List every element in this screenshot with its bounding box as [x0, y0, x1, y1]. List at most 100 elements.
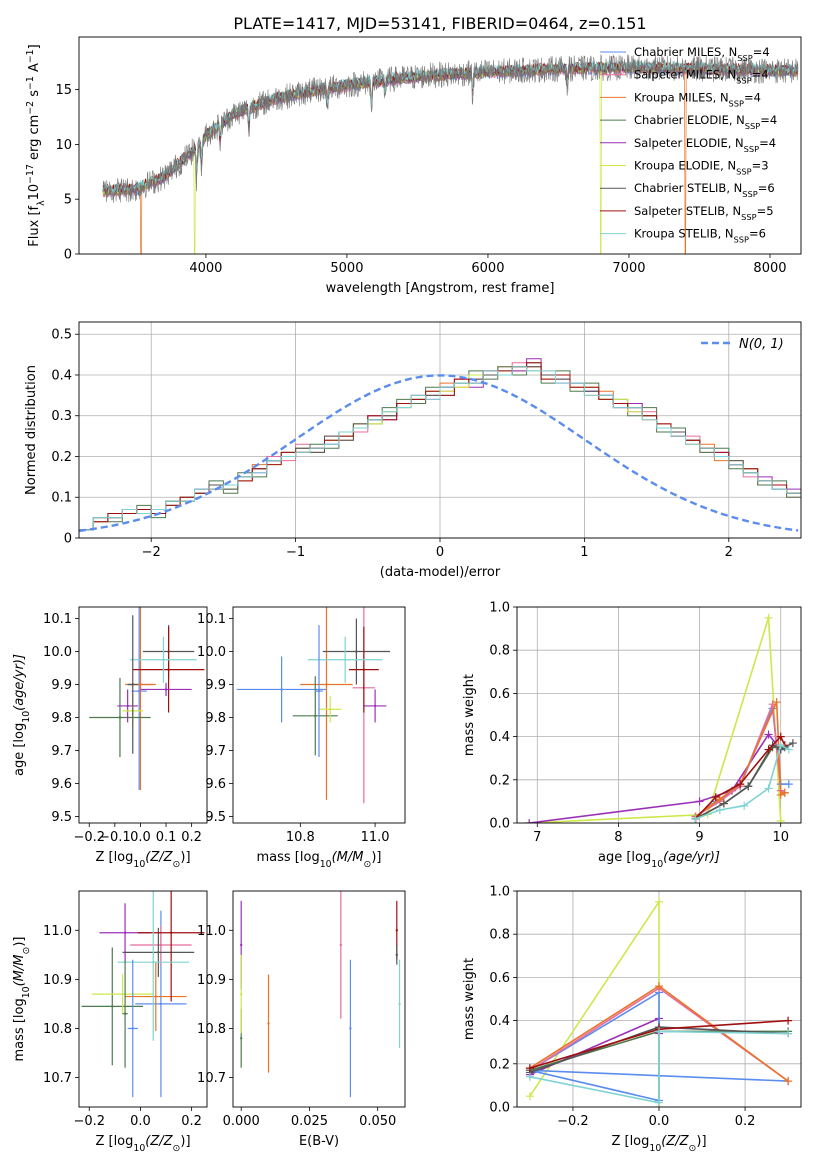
spectrum-xtick-label: 6000 [471, 261, 504, 276]
marker-kroupa_miles [655, 982, 663, 991]
point-chabrier_elodie [123, 1012, 127, 1015]
age_vs_mass-axes: 10.8 11.0 9.5 9.6 9.7 9.8 9.9 10.0 10.1 mass [log… [197, 606, 406, 870]
spectrum-plot-area [102, 53, 799, 254]
point-salpeter_stelib [395, 929, 399, 932]
mass_weight_vs_age-xtick-label: 10 [772, 830, 789, 845]
mass_weight_vs_age-xtick-label: 7 [533, 830, 541, 845]
point-chabrier_miles [349, 1027, 352, 1030]
marker-chabrier_stelib [744, 782, 753, 791]
residuals-frame [78, 321, 802, 539]
point-kroupa_miles [267, 1022, 270, 1025]
spectrum-xtick-label: 4000 [189, 261, 222, 276]
legend-label-kroupa_stelib: Kroupa STELIB, NSSP=6 [634, 227, 766, 245]
point-salpeter_stelib [169, 931, 173, 934]
residuals-xtick-label: 1 [580, 545, 588, 560]
marker-kroupa_elodie [776, 816, 785, 823]
age_vs_mass-xtick-label: 10.8 [286, 830, 315, 845]
mass_weight_vs_Z-ytick-label: 0.2 [489, 1057, 510, 1072]
spectrum-axes: 4000 5000 6000 7000 8000 0 5 10 15 Chabrier MILES… [25, 36, 802, 296]
age_vs_Z-frame [78, 606, 208, 824]
residuals-axes: −2 −1 0 1 2 0 0.1 0.2 0.3 0.4 0.5 N(0, 1) (data-mode… [24, 321, 802, 580]
point-chabrier_elodie [111, 1005, 114, 1008]
marker-kroupa_stelib [691, 814, 700, 823]
mass_weight_vs_Z-xtick-label: −0.2 [557, 1114, 589, 1129]
mass_weight_vs_age-xtick-label: 9 [695, 830, 703, 845]
mass_weight_vs_Z-ylabel: mass weight [462, 958, 477, 1040]
mass_vs_Z-xtick-label: 0.2 [181, 1114, 202, 1129]
series-line-salpeter_miles [695, 703, 786, 818]
point-kroupa_elodie [329, 708, 332, 711]
residuals-xtick-label: −2 [142, 545, 161, 560]
mass_weight_vs_age-ytick-label: 0.0 [489, 817, 510, 832]
marker-kroupa_elodie [655, 897, 663, 906]
spectrum-ytick-label: 5 [64, 193, 72, 208]
series-line-kroupa_miles [695, 701, 786, 818]
age_vs_Z-xlabel: Z [log10(Z/Z⊙)] [95, 850, 190, 870]
marker-salpeter_stelib [736, 780, 745, 789]
legend-label-chabrier_stelib: Chabrier STELIB, NSSP=6 [634, 181, 775, 199]
mass_vs_Z-frame [78, 890, 208, 1108]
age_vs_Z-xtick-label: 0.2 [181, 830, 202, 845]
mass_weight_vs_Z-ytick-label: 0.4 [489, 1014, 510, 1029]
marker-salpeter_stelib [784, 1016, 793, 1025]
marker-kroupa_stelib [776, 741, 785, 750]
marker-salpeter_stelib [525, 1064, 534, 1073]
marker-salpeter_elodie [695, 797, 704, 806]
point-chabrier_miles [280, 688, 283, 691]
residuals-ytick-label: 0.3 [51, 409, 72, 424]
mass_vs_Z-ytick-label: 10.8 [43, 1022, 72, 1037]
point-kroupa_elodie [121, 992, 124, 996]
histogram-kroupa_stelib [79, 366, 801, 538]
spectrum-xlabel: wavelength [Angstrom, rest frame] [326, 281, 555, 296]
point-salpeter_stelib [362, 668, 366, 671]
marker-kroupa_elodie [525, 1092, 534, 1101]
point-kroupa_miles [325, 683, 328, 686]
spectrum-xtick-label: 5000 [330, 261, 363, 276]
point-chabrier_miles [159, 1002, 163, 1006]
age_vs_Z-ytick-label: 9.6 [51, 777, 72, 792]
series-line-kroupa_stelib [529, 1030, 789, 1104]
histogram-salpeter_miles [79, 362, 801, 538]
marker-kroupa_stelib [655, 1027, 663, 1036]
age_vs_mass-ytick-label: 9.9 [205, 678, 226, 693]
histogram-chabrier_elodie [79, 362, 801, 538]
mass_vs_Z-axes: −0.2 0.0 0.2 10.7 10.8 10.9 11.0 Z [log10(Z/Z⊙)… [12, 890, 208, 1154]
residuals-xtick-label: 0 [436, 545, 444, 560]
marker-kroupa_miles [715, 795, 724, 804]
age_vs_Z-xtick-label: 0.1 [156, 830, 177, 845]
marker-kroupa_stelib [784, 745, 793, 754]
marker-kroupa_stelib [525, 1072, 534, 1081]
legend-label-kroupa_elodie: Kroupa ELODIE, NSSP=3 [634, 159, 769, 177]
mass_weight_vs_Z-axes: −0.2 0.0 0.2 0.0 0.2 0.4 0.6 0.8 1.0 Z [log10(Z/Z… [462, 885, 802, 1154]
age_vs_Z-ytick-label: 9.5 [51, 810, 72, 825]
marker-kroupa_miles [780, 788, 789, 797]
series-line-salpeter_stelib [694, 735, 786, 820]
age_vs_mass-ytick-label: 9.8 [205, 711, 226, 726]
mass_weight_vs_Z-ytick-label: 0.6 [489, 971, 510, 986]
point-chabrier_elodie [239, 1037, 243, 1040]
mass_weight_vs_age-ytick-label: 0.8 [489, 644, 510, 659]
age_vs_mass-ytick-label: 10.0 [197, 645, 226, 660]
mass_vs_Z-xlabel: Z [log10(Z/Z⊙)] [95, 1134, 190, 1154]
mass_vs_Z-xtick-label: 0.0 [130, 1114, 151, 1129]
point-chabrier_stelib [131, 683, 134, 686]
point-kroupa_stelib [343, 658, 347, 661]
spectrum-ytick-label: 15 [55, 83, 72, 98]
spectrum-xtick-label: 8000 [753, 261, 786, 276]
age_vs_mass-ytick-label: 9.5 [205, 810, 226, 825]
mass_vs_Z-ylabel: mass [log10(M/M⊙)] [12, 937, 32, 1062]
age_vs_mass-ytick-label: 9.6 [205, 777, 226, 792]
mass_weight_vs_Z-xlabel: Z [log10(Z/Z⊙)] [611, 1134, 706, 1154]
residuals-ylabel: Normed distribution [24, 365, 39, 495]
spectrum-ylabel: Flux [fλ10−17 erg cm−2 s−1 A−1] [25, 44, 47, 246]
age_vs_Z-ytick-label: 10.0 [43, 645, 72, 660]
marker-chabrier_stelib [788, 739, 797, 748]
point-chabrier_stelib [395, 953, 399, 957]
marker-kroupa_miles [776, 790, 785, 799]
point-salpeter_elodie [239, 943, 243, 947]
residuals-plot-area [79, 358, 801, 538]
residuals-xlabel: (data-model)/error [380, 565, 501, 580]
marker-kroupa_stelib [764, 784, 773, 793]
marker-kroupa_stelib [715, 806, 724, 815]
